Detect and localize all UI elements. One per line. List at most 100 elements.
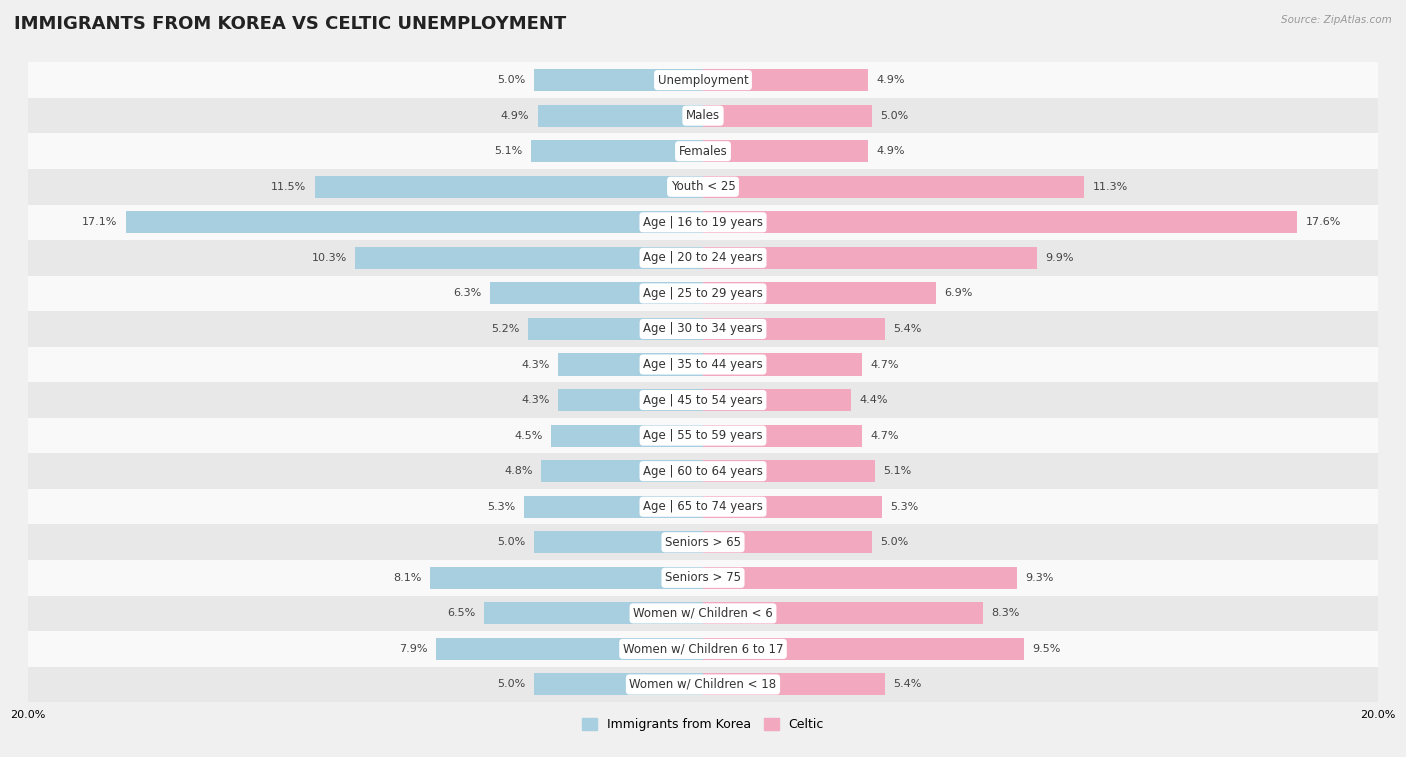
Bar: [534, 69, 703, 91]
Text: 4.7%: 4.7%: [870, 431, 898, 441]
Text: 5.2%: 5.2%: [491, 324, 519, 334]
Text: 4.4%: 4.4%: [860, 395, 889, 405]
Text: 9.3%: 9.3%: [1025, 573, 1053, 583]
Bar: [703, 603, 983, 625]
Text: 11.3%: 11.3%: [1092, 182, 1128, 192]
Bar: [551, 425, 703, 447]
Text: Seniors > 75: Seniors > 75: [665, 572, 741, 584]
Text: Seniors > 65: Seniors > 65: [665, 536, 741, 549]
Bar: [28, 382, 1378, 418]
Text: Age | 65 to 74 years: Age | 65 to 74 years: [643, 500, 763, 513]
Bar: [703, 247, 1038, 269]
Text: Age | 25 to 29 years: Age | 25 to 29 years: [643, 287, 763, 300]
Bar: [703, 176, 1084, 198]
Bar: [703, 638, 1024, 660]
Bar: [703, 460, 875, 482]
Text: 5.3%: 5.3%: [488, 502, 516, 512]
Text: 17.6%: 17.6%: [1305, 217, 1341, 227]
Bar: [703, 104, 872, 126]
Text: Age | 55 to 59 years: Age | 55 to 59 years: [643, 429, 763, 442]
Bar: [28, 311, 1378, 347]
Text: 9.5%: 9.5%: [1032, 644, 1060, 654]
Text: 5.1%: 5.1%: [495, 146, 523, 156]
Bar: [28, 631, 1378, 667]
Bar: [28, 418, 1378, 453]
Bar: [28, 276, 1378, 311]
Text: Youth < 25: Youth < 25: [671, 180, 735, 193]
Text: 5.0%: 5.0%: [498, 75, 526, 85]
Text: Age | 35 to 44 years: Age | 35 to 44 years: [643, 358, 763, 371]
Bar: [527, 318, 703, 340]
Bar: [28, 596, 1378, 631]
Text: Age | 30 to 34 years: Age | 30 to 34 years: [643, 322, 763, 335]
Text: 6.3%: 6.3%: [454, 288, 482, 298]
Text: 11.5%: 11.5%: [271, 182, 307, 192]
Text: Unemployment: Unemployment: [658, 73, 748, 86]
Text: 6.5%: 6.5%: [447, 609, 475, 618]
Bar: [703, 674, 886, 696]
Bar: [703, 354, 862, 375]
Bar: [484, 603, 703, 625]
Text: Males: Males: [686, 109, 720, 122]
Bar: [28, 667, 1378, 702]
Bar: [356, 247, 703, 269]
Text: 5.3%: 5.3%: [890, 502, 918, 512]
Text: 6.9%: 6.9%: [945, 288, 973, 298]
Bar: [703, 389, 852, 411]
Bar: [28, 169, 1378, 204]
Text: IMMIGRANTS FROM KOREA VS CELTIC UNEMPLOYMENT: IMMIGRANTS FROM KOREA VS CELTIC UNEMPLOY…: [14, 15, 567, 33]
Text: 5.0%: 5.0%: [880, 537, 908, 547]
Text: 4.7%: 4.7%: [870, 360, 898, 369]
Text: Women w/ Children < 18: Women w/ Children < 18: [630, 678, 776, 691]
Text: Age | 20 to 24 years: Age | 20 to 24 years: [643, 251, 763, 264]
Bar: [537, 104, 703, 126]
Text: 4.9%: 4.9%: [501, 111, 529, 120]
Bar: [436, 638, 703, 660]
Bar: [315, 176, 703, 198]
Bar: [534, 674, 703, 696]
Text: 8.1%: 8.1%: [392, 573, 422, 583]
Bar: [28, 62, 1378, 98]
Bar: [28, 560, 1378, 596]
Text: Source: ZipAtlas.com: Source: ZipAtlas.com: [1281, 15, 1392, 25]
Bar: [703, 282, 936, 304]
Bar: [534, 531, 703, 553]
Bar: [28, 489, 1378, 525]
Bar: [703, 496, 882, 518]
Text: 17.1%: 17.1%: [82, 217, 118, 227]
Text: 9.9%: 9.9%: [1046, 253, 1074, 263]
Bar: [703, 425, 862, 447]
Text: Women w/ Children < 6: Women w/ Children < 6: [633, 607, 773, 620]
Text: 10.3%: 10.3%: [312, 253, 347, 263]
Bar: [28, 240, 1378, 276]
Bar: [703, 69, 869, 91]
Text: 4.5%: 4.5%: [515, 431, 543, 441]
Bar: [531, 140, 703, 162]
Text: Women w/ Children 6 to 17: Women w/ Children 6 to 17: [623, 643, 783, 656]
Text: 4.8%: 4.8%: [505, 466, 533, 476]
Bar: [491, 282, 703, 304]
Text: 4.3%: 4.3%: [522, 395, 550, 405]
Bar: [703, 211, 1296, 233]
Text: 4.9%: 4.9%: [877, 146, 905, 156]
Bar: [28, 98, 1378, 133]
Text: 5.0%: 5.0%: [498, 680, 526, 690]
Bar: [558, 354, 703, 375]
Bar: [28, 453, 1378, 489]
Text: Age | 60 to 64 years: Age | 60 to 64 years: [643, 465, 763, 478]
Bar: [28, 133, 1378, 169]
Text: 5.0%: 5.0%: [498, 537, 526, 547]
Text: 7.9%: 7.9%: [399, 644, 427, 654]
Text: 4.3%: 4.3%: [522, 360, 550, 369]
Bar: [28, 347, 1378, 382]
Bar: [524, 496, 703, 518]
Bar: [541, 460, 703, 482]
Bar: [703, 567, 1017, 589]
Text: Age | 45 to 54 years: Age | 45 to 54 years: [643, 394, 763, 407]
Bar: [127, 211, 703, 233]
Legend: Immigrants from Korea, Celtic: Immigrants from Korea, Celtic: [576, 713, 830, 737]
Bar: [28, 525, 1378, 560]
Bar: [703, 140, 869, 162]
Text: 5.0%: 5.0%: [880, 111, 908, 120]
Bar: [703, 318, 886, 340]
